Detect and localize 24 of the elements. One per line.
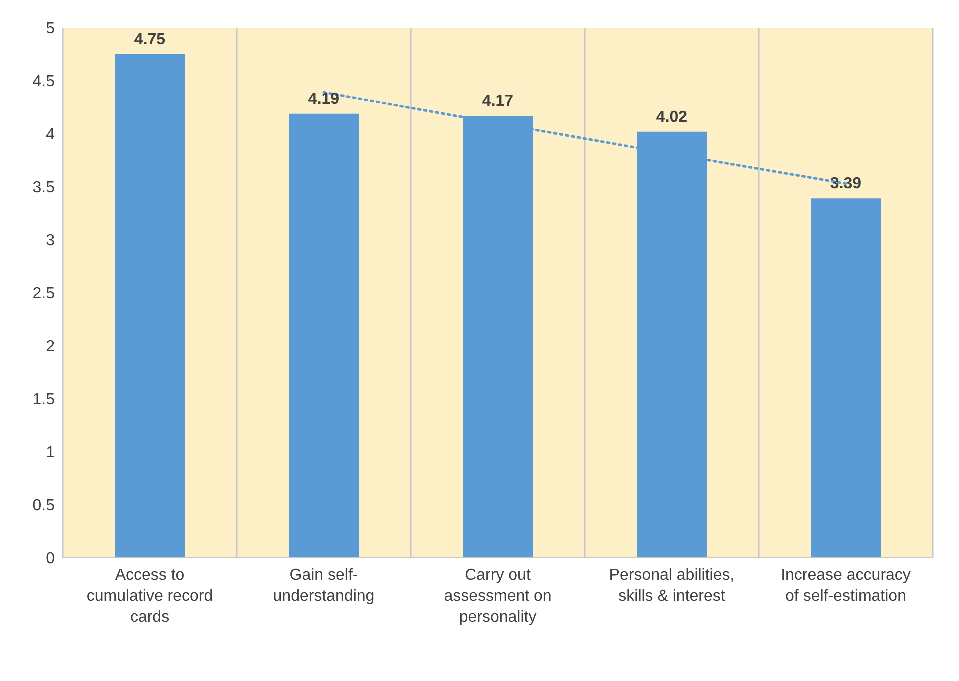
y-tick-label: 0.5 bbox=[32, 498, 56, 515]
x-tick-label: Access to cumulative record cards bbox=[86, 567, 214, 626]
y-tick-label: 1 bbox=[46, 444, 56, 462]
bar bbox=[289, 114, 359, 558]
data-label: 4.75 bbox=[134, 32, 166, 48]
bar bbox=[811, 198, 881, 558]
y-tick-label: 3.5 bbox=[32, 180, 56, 197]
data-label: 4.17 bbox=[482, 92, 514, 110]
x-tick-label: Gain self-understanding bbox=[273, 567, 375, 605]
y-tick-label: 3 bbox=[46, 232, 56, 250]
y-tick-label: 2.5 bbox=[32, 286, 56, 303]
x-tick-label: Personal abilities, skills & interest bbox=[609, 567, 735, 605]
y-tick-label: 4.5 bbox=[32, 74, 56, 91]
y-tick-label: 4 bbox=[46, 126, 56, 144]
x-tick-label: Increase accuracy of self-estimation bbox=[781, 567, 911, 605]
y-tick-label: 0 bbox=[46, 550, 56, 568]
y-tick-label: 2 bbox=[46, 338, 56, 356]
data-label: 3.39 bbox=[830, 176, 862, 193]
y-tick-label: 5 bbox=[46, 20, 56, 38]
bar bbox=[115, 54, 185, 558]
y-tick-label: 1.5 bbox=[32, 392, 56, 409]
data-label: 4.02 bbox=[656, 108, 688, 126]
x-tick-label: Carry out assessment on personality bbox=[444, 567, 552, 626]
data-label: 4.19 bbox=[308, 90, 340, 108]
